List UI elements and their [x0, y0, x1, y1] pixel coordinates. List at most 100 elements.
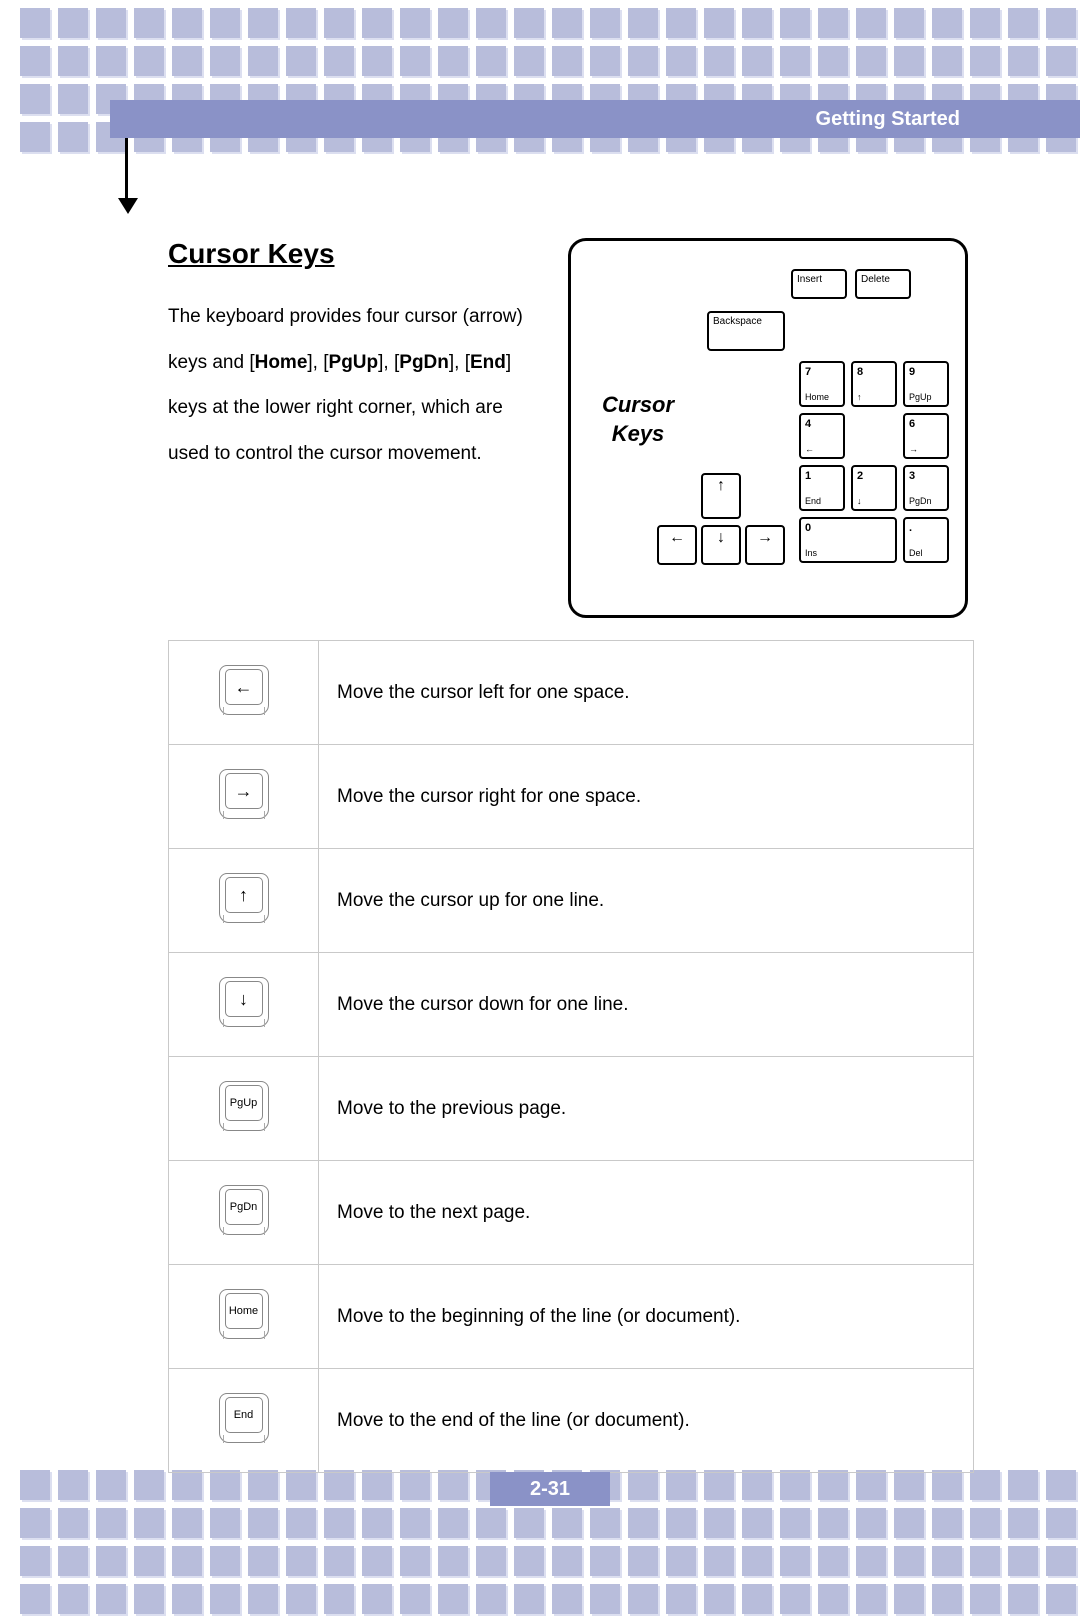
intro-bold: PgUp [329, 352, 379, 373]
diagram-key-1: 1End [799, 465, 845, 511]
key-bot: ↑ [857, 392, 891, 402]
pointer-line [125, 138, 128, 200]
key-description: Move the cursor left for one space. [319, 641, 974, 745]
deco-square [932, 8, 962, 38]
deco-square [134, 46, 164, 76]
deco-square [704, 46, 734, 76]
deco-square [362, 1470, 392, 1500]
deco-square [780, 1546, 810, 1576]
deco-square [590, 1584, 620, 1614]
deco-square [248, 1470, 278, 1500]
key-description: Move to the next page. [319, 1161, 974, 1265]
deco-square [590, 1546, 620, 1576]
diagram-key-insert: Insert [791, 269, 847, 299]
intro-text: The keyboard provides four cursor (arrow… [168, 294, 538, 476]
keycap-label: ← [225, 669, 263, 705]
deco-square [856, 1508, 886, 1538]
deco-square [134, 1546, 164, 1576]
deco-square [1008, 1508, 1038, 1538]
deco-square [210, 1546, 240, 1576]
deco-square [172, 46, 202, 76]
deco-square [96, 8, 126, 38]
keyboard-diagram: Cursor Keys Insert Delete Backspace 7Hom… [568, 238, 968, 618]
header-title: Getting Started [816, 108, 960, 131]
deco-square [742, 8, 772, 38]
keycap-icon: PgDn [219, 1185, 269, 1235]
keycap-icon: ↓ [219, 977, 269, 1027]
deco-square [438, 46, 468, 76]
deco-square [628, 1470, 658, 1500]
deco-square [1008, 8, 1038, 38]
deco-square [134, 8, 164, 38]
keycap-label: Home [225, 1293, 263, 1329]
deco-square [134, 1508, 164, 1538]
table-row: PgUpMove to the previous page. [169, 1057, 974, 1161]
table-row: HomeMove to the beginning of the line (o… [169, 1265, 974, 1369]
diagram-key-9: 9PgUp [903, 361, 949, 407]
deco-square [96, 1508, 126, 1538]
deco-square [476, 46, 506, 76]
intro-seg: ], [ [307, 352, 328, 373]
deco-square [210, 1584, 240, 1614]
deco-square [894, 1584, 924, 1614]
keycap-cell: → [169, 745, 319, 849]
deco-square [58, 1508, 88, 1538]
deco-square [666, 1508, 696, 1538]
deco-square [704, 1546, 734, 1576]
keycap-label: PgUp [225, 1085, 263, 1121]
deco-square [780, 1508, 810, 1538]
deco-square [1008, 1584, 1038, 1614]
table-row: PgDn Move to the next page. [169, 1161, 974, 1265]
key-bot: Del [909, 548, 943, 558]
deco-square [742, 46, 772, 76]
key-description: Move the cursor right for one space. [319, 745, 974, 849]
deco-square [818, 1546, 848, 1576]
deco-square [704, 1584, 734, 1614]
deco-square [96, 1584, 126, 1614]
deco-square [210, 8, 240, 38]
deco-square [742, 1470, 772, 1500]
deco-square [894, 1508, 924, 1538]
table-row: ↑Move the cursor up for one line. [169, 849, 974, 953]
keycap-icon: ← [219, 665, 269, 715]
deco-square [780, 1584, 810, 1614]
key-bot: End [805, 496, 839, 506]
deco-square [362, 1508, 392, 1538]
deco-square [514, 1584, 544, 1614]
deco-square [20, 122, 50, 152]
deco-square [514, 1508, 544, 1538]
deco-square [552, 1584, 582, 1614]
keycap-label: ↑ [225, 877, 263, 913]
deco-square [58, 1470, 88, 1500]
deco-square [400, 1584, 430, 1614]
deco-square [438, 1546, 468, 1576]
deco-square [590, 46, 620, 76]
deco-square [362, 8, 392, 38]
deco-square [742, 1508, 772, 1538]
deco-square [666, 1546, 696, 1576]
deco-square [856, 1546, 886, 1576]
deco-square [666, 1584, 696, 1614]
deco-square [894, 8, 924, 38]
deco-square [742, 1584, 772, 1614]
cursor-keys-table: ←Move the cursor left for one space.→Mov… [168, 640, 974, 1473]
deco-square [514, 1546, 544, 1576]
deco-square [20, 84, 50, 114]
keycap-cell: PgDn [169, 1161, 319, 1265]
pointer-arrow-icon [118, 198, 138, 214]
key-bot: PgDn [909, 496, 943, 506]
diagram-key-delete: Delete [855, 269, 911, 299]
deco-square [552, 1508, 582, 1538]
key-bot: PgUp [909, 392, 943, 402]
deco-square [400, 1470, 430, 1500]
deco-square [818, 46, 848, 76]
deco-square [856, 1470, 886, 1500]
key-top: 7 [805, 366, 839, 378]
deco-square [248, 1508, 278, 1538]
key-top: 6 [909, 418, 943, 430]
deco-square [172, 1508, 202, 1538]
deco-square [932, 1470, 962, 1500]
deco-square [58, 8, 88, 38]
content-area: Cursor Keys The keyboard provides four c… [168, 238, 968, 476]
intro-seg: ], [ [378, 352, 399, 373]
